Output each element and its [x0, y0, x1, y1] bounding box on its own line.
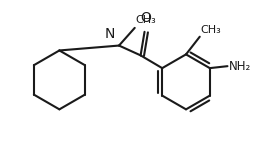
- Text: NH₂: NH₂: [228, 60, 251, 73]
- Text: O: O: [140, 11, 151, 25]
- Text: CH₃: CH₃: [136, 15, 156, 25]
- Text: N: N: [105, 27, 115, 41]
- Text: CH₃: CH₃: [201, 25, 222, 35]
